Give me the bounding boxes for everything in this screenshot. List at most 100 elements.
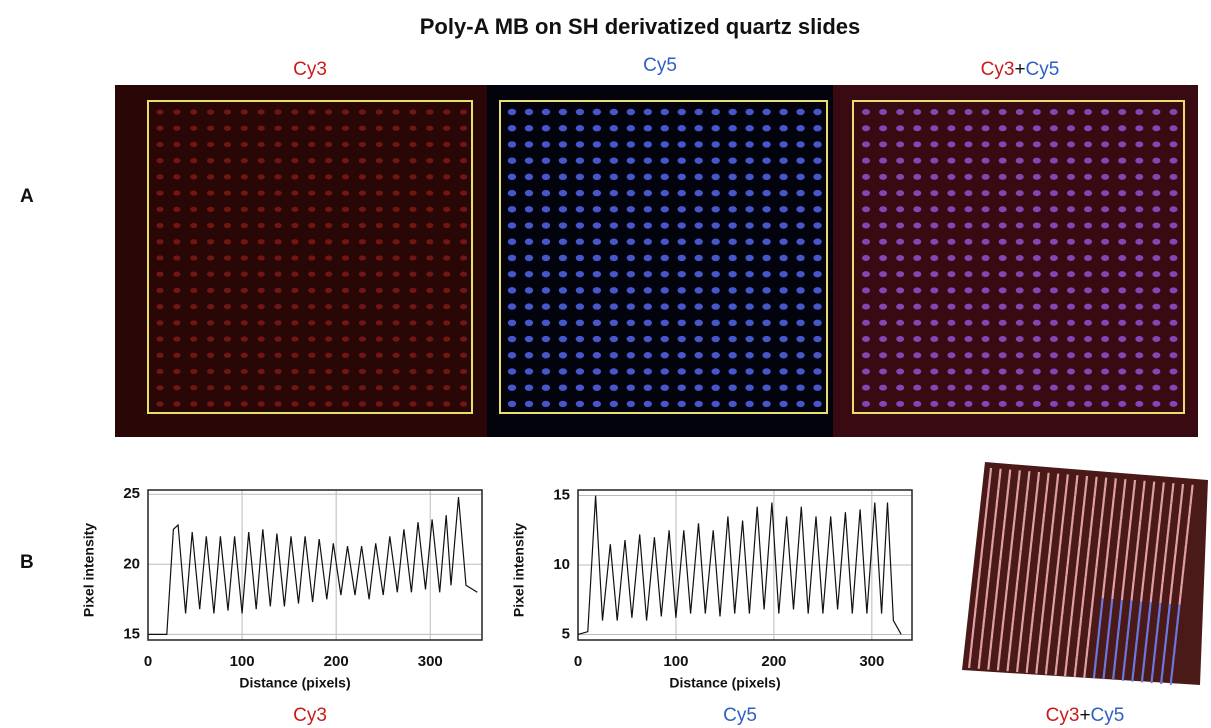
spot [913,254,922,261]
spot [1066,368,1075,375]
spot [745,222,754,229]
spot [1118,125,1127,132]
spot [274,174,282,180]
spot [426,206,434,212]
spike [1042,512,1046,523]
spot [274,287,282,293]
spot [711,400,720,408]
spot [896,368,905,375]
spot [779,206,788,213]
spot [1066,384,1075,391]
spike [1005,580,1009,591]
spot [981,141,990,148]
spot [308,239,316,245]
spike [983,608,987,619]
spot [813,238,822,245]
spot [541,222,551,229]
spot [862,141,870,148]
spot [524,206,534,213]
spot [443,303,451,310]
spike [1085,647,1089,658]
spot [896,125,905,132]
spot [1032,254,1041,261]
spot [998,254,1007,261]
spot [1169,173,1178,180]
spot [341,222,350,229]
spot [981,400,990,407]
spot [325,109,333,115]
spike [1016,480,1020,491]
y-tick-label: 20 [123,555,140,572]
spot [358,206,366,212]
spot [779,254,788,262]
spike [1001,620,1005,631]
spot [609,173,619,181]
spike [1113,478,1117,489]
spot [643,352,652,359]
spot [325,385,333,391]
spot [274,385,282,391]
spot [341,287,350,293]
spot [1032,352,1041,359]
spot [1015,190,1024,197]
spot [443,287,451,293]
spike [1034,582,1038,593]
spot [156,401,164,407]
spike [1044,664,1048,675]
spot [796,303,805,310]
spot [930,141,939,148]
spike [1054,574,1058,585]
spot [677,287,686,294]
spot [660,206,669,213]
spot [643,189,652,197]
spot [1135,287,1144,294]
spot [1135,190,1144,197]
spot [325,320,333,326]
spot [156,141,164,148]
spot [1152,384,1161,391]
spot [964,141,973,148]
spot [745,173,754,181]
spot [524,270,534,278]
spot [896,173,905,180]
spot [392,401,400,407]
spot [1015,352,1024,359]
spot [1135,368,1144,375]
spot [745,254,754,262]
spot [257,190,265,196]
spot [1049,222,1058,229]
spike [1145,632,1149,643]
spot [896,190,905,197]
spot [173,239,181,245]
spike [1114,559,1118,570]
spot [291,174,299,180]
spot [443,158,451,164]
spot [862,206,870,213]
spot [1152,190,1161,197]
spot [779,335,788,343]
spike [1190,484,1194,495]
y-tick-label: 25 [123,485,140,502]
spike [996,660,1000,671]
spike [1044,583,1048,594]
spot [1152,368,1161,375]
y-tick-label: 5 [562,625,570,642]
spot [257,206,265,212]
spot [291,368,299,375]
spot [173,271,181,277]
spot [325,255,333,261]
spot [206,255,215,261]
spot [1015,271,1024,278]
spot [358,141,366,148]
spot [677,157,686,164]
spot [257,303,265,310]
spot [813,108,822,116]
spot [930,303,939,310]
spot [660,335,669,343]
spot [1084,303,1093,310]
spot [575,319,585,327]
spot [291,158,299,164]
spike [979,557,983,569]
spot [558,157,568,164]
spot [1152,319,1161,326]
